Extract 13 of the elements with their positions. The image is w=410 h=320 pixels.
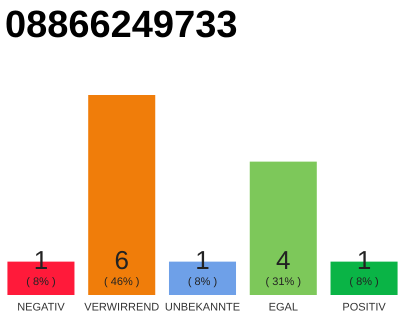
x-tick-label: UNBEKANNTE	[164, 302, 240, 314]
annotation: ( 8% )	[188, 276, 218, 288]
annotation: ( 46% )	[104, 276, 140, 288]
chart-title: 08866249733	[5, 4, 238, 46]
x-tick-label: EGAL	[268, 302, 298, 314]
x-tick-label: NEGATIV	[17, 302, 66, 314]
data-label: 4	[276, 245, 291, 275]
x-tick-label: POSITIV	[342, 302, 386, 314]
x-tick-label: VERWIRREND	[84, 302, 160, 314]
annotation: ( 8% )	[26, 276, 56, 288]
annotation: ( 31% )	[266, 276, 302, 288]
annotation: ( 8% )	[349, 276, 379, 288]
data-label: 6	[114, 245, 129, 275]
